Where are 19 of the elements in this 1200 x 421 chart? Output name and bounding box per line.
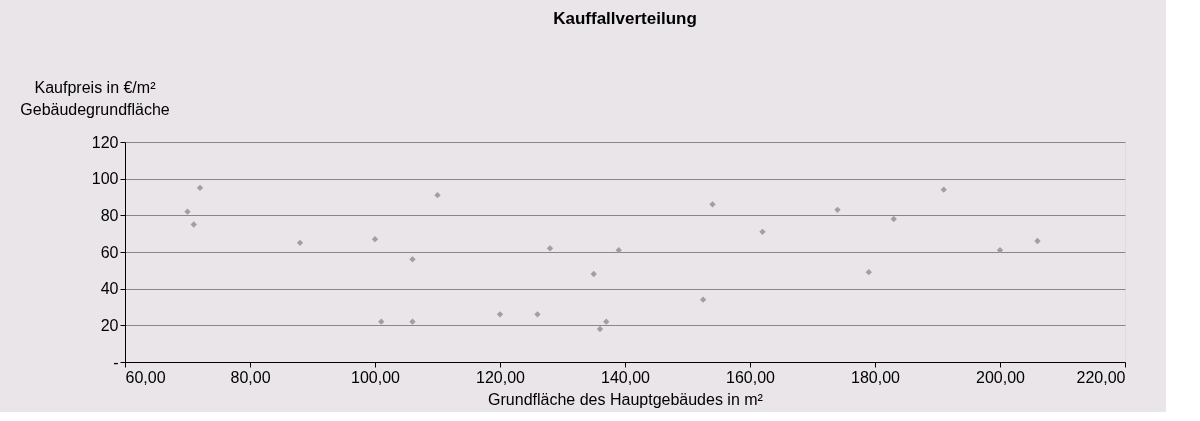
y-tick-label: 40 [100, 280, 119, 298]
x-tick-label: 180,00 [851, 368, 901, 386]
y-tick-label: 80 [100, 206, 119, 224]
x-tick-label: 60,00 [125, 368, 166, 386]
y-tick-label: - [113, 353, 119, 371]
x-tick-label: 120,00 [476, 368, 526, 386]
y-tick-label: 120 [91, 133, 119, 151]
x-tick-label: 100,00 [351, 368, 401, 386]
x-tick-label: 160,00 [726, 368, 776, 386]
x-tick-label: 140,00 [601, 368, 651, 386]
y-tick-label: 100 [91, 170, 119, 188]
x-tick-label: 80,00 [230, 368, 271, 386]
x-tick-label: 200,00 [976, 368, 1026, 386]
chart-title: Kauffallverteilung [553, 9, 697, 28]
x-tick-label: 220,00 [1076, 368, 1126, 386]
y-tick-label: 60 [100, 243, 119, 261]
y-tick-label: 20 [100, 316, 119, 334]
x-axis-title: Grundfläche des Hauptgebäudes in m² [488, 390, 764, 408]
y-axis-title: Kaufpreis in €/m² Gebäudegrundfläche [20, 79, 170, 118]
